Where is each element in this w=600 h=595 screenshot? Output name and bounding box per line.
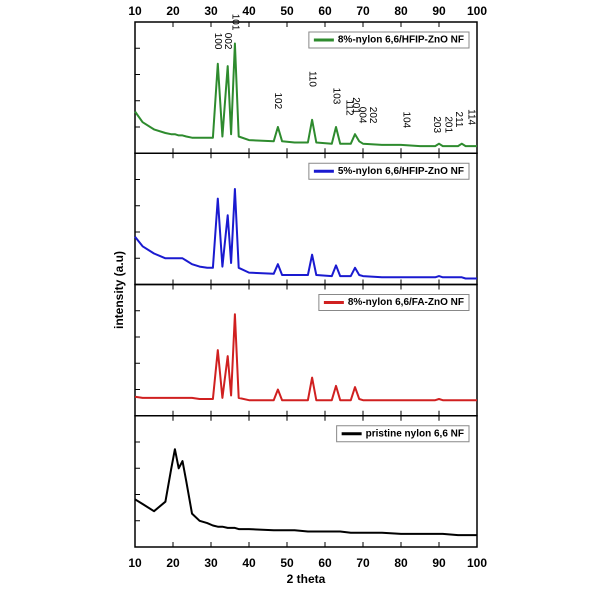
legend-label: 5%-nylon 6,6/HFIP-ZnO NF <box>338 166 464 177</box>
series-line <box>134 188 477 280</box>
peak-label: 101 <box>229 14 240 31</box>
legend: pristine nylon 6,6 NF <box>336 425 470 443</box>
legend: 5%-nylon 6,6/HFIP-ZnO NF <box>308 162 470 180</box>
x-tick-label-top: 90 <box>432 4 446 18</box>
peak-label: 103 <box>330 88 341 105</box>
legend-box <box>308 162 470 180</box>
series-line <box>134 313 477 402</box>
x-tick-label-top: 50 <box>280 4 294 18</box>
x-tick-label-top: 10 <box>128 4 142 18</box>
legend-label: 8%-nylon 6,6/HFIP-ZnO NF <box>338 35 464 46</box>
legend-box <box>336 425 470 443</box>
x-tick-label: 70 <box>356 556 370 570</box>
peak-label: 114 <box>465 109 476 125</box>
y-axis-label: intensity (a.u) <box>112 251 126 329</box>
series-line <box>134 42 477 148</box>
x-tick-label-top: 20 <box>166 4 180 18</box>
x-tick-label: 90 <box>432 556 446 570</box>
x-tick-label: 60 <box>318 556 332 570</box>
peak-label: 004 <box>357 107 368 124</box>
legend-box <box>308 31 470 49</box>
x-tick-label: 100 <box>467 556 487 570</box>
peak-label: 002 <box>222 33 233 50</box>
x-tick-label: 20 <box>166 556 180 570</box>
x-tick-label: 40 <box>242 556 256 570</box>
x-axis-label: 2 theta <box>287 572 326 586</box>
peak-label: 202 <box>367 107 378 124</box>
x-tick-label: 10 <box>128 556 142 570</box>
x-tick-label: 50 <box>280 556 294 570</box>
peak-label: 201 <box>350 97 361 114</box>
x-tick-label-top: 100 <box>467 4 487 18</box>
peak-label: 104 <box>401 112 412 129</box>
x-tick-label-top: 80 <box>394 4 408 18</box>
peak-label: 201 <box>442 116 453 133</box>
peak-label: 203 <box>431 116 442 133</box>
legend-box <box>318 294 470 311</box>
x-tick-label: 80 <box>394 556 408 570</box>
legend-label: 8%-nylon 6,6/FA-ZnO NF <box>348 297 464 308</box>
legend: 8%-nylon 6,6/HFIP-ZnO NF <box>308 31 470 49</box>
x-tick-label-top: 40 <box>242 4 256 18</box>
series-line <box>134 448 477 537</box>
legend: 8%-nylon 6,6/FA-ZnO NF <box>318 294 470 311</box>
legend-label: pristine nylon 6,6 NF <box>366 428 464 439</box>
peak-label: 112 <box>344 100 355 116</box>
peak-label: 102 <box>272 92 283 109</box>
x-tick-label-top: 60 <box>318 4 332 18</box>
panel-frame <box>134 415 478 548</box>
peak-label: 110 <box>306 71 317 87</box>
peak-label: 211 <box>453 112 464 128</box>
peak-label: 100 <box>212 33 223 50</box>
x-tick-label-top: 70 <box>356 4 370 18</box>
x-tick-label: 30 <box>204 556 218 570</box>
x-tick-label-top: 30 <box>204 4 218 18</box>
